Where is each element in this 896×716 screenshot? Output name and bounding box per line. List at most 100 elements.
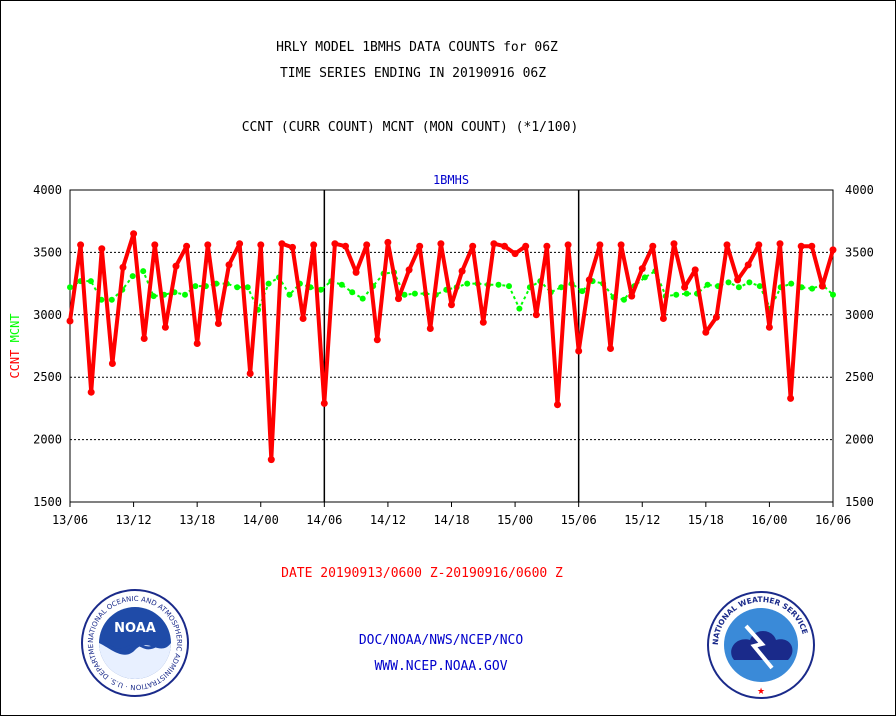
data-point-mcnt bbox=[234, 284, 241, 291]
data-point-ccnt bbox=[352, 268, 360, 276]
data-point-mcnt bbox=[265, 280, 272, 287]
data-point-ccnt bbox=[501, 242, 508, 250]
data-point-ccnt bbox=[797, 242, 805, 250]
data-point-ccnt bbox=[776, 240, 784, 248]
y-tick-label-right: 1500 bbox=[845, 495, 874, 509]
data-point-mcnt bbox=[621, 296, 627, 303]
footer-date-range: DATE 20190913/0600 Z-20190916/0600 Z bbox=[281, 566, 563, 581]
data-point-mcnt bbox=[516, 305, 523, 312]
data-point-ccnt bbox=[659, 315, 667, 322]
data-point-ccnt bbox=[183, 242, 191, 250]
data-point-mcnt bbox=[735, 284, 742, 291]
data-point-ccnt bbox=[670, 240, 678, 248]
data-point-ccnt bbox=[416, 242, 424, 250]
data-point-ccnt bbox=[596, 241, 604, 249]
data-point-mcnt bbox=[192, 283, 199, 290]
data-point-ccnt bbox=[426, 325, 434, 332]
data-point-ccnt bbox=[649, 242, 657, 250]
data-point-ccnt bbox=[373, 336, 381, 344]
x-tick-label: 14/12 bbox=[370, 513, 406, 527]
plot-frame bbox=[69, 189, 834, 503]
x-tick-label: 14/06 bbox=[306, 513, 342, 527]
header-title-line2: TIME SERIES ENDING IN 20190916 06Z bbox=[279, 66, 547, 81]
x-tick-label: 16/00 bbox=[751, 513, 787, 527]
y-tick-label-right: 3000 bbox=[845, 308, 874, 322]
data-point-ccnt bbox=[723, 241, 731, 249]
data-point-mcnt bbox=[579, 288, 586, 295]
data-point-ccnt bbox=[161, 323, 169, 331]
data-point-ccnt bbox=[299, 315, 307, 322]
data-point-mcnt bbox=[464, 280, 471, 287]
header-title-line1: HRLY MODEL 1BMHS DATA COUNTS for 06Z bbox=[276, 40, 558, 55]
data-point-mcnt bbox=[746, 279, 753, 286]
data-point-ccnt bbox=[554, 401, 561, 409]
data-point-mcnt bbox=[411, 290, 418, 297]
data-point-ccnt bbox=[638, 265, 646, 273]
data-point-mcnt bbox=[558, 284, 565, 291]
data-point-ccnt bbox=[479, 318, 487, 326]
data-point-ccnt bbox=[214, 320, 222, 327]
data-point-ccnt bbox=[140, 335, 148, 342]
y-tick-label-right: 4000 bbox=[845, 183, 874, 197]
data-point-ccnt bbox=[490, 240, 498, 248]
data-point-ccnt bbox=[585, 276, 593, 284]
x-tick-label: 15/00 bbox=[497, 513, 533, 527]
noaa-logo-word: NOAA bbox=[114, 621, 156, 636]
y-axis-label: CCNT MCNT bbox=[8, 313, 22, 378]
data-point-ccnt bbox=[437, 240, 445, 248]
data-point-ccnt bbox=[246, 370, 254, 377]
data-point-mcnt bbox=[317, 286, 324, 293]
x-tick-label: 16/06 bbox=[815, 513, 851, 527]
plot-title: 1BMHS bbox=[433, 173, 469, 187]
data-point-ccnt bbox=[458, 267, 466, 275]
data-point-ccnt bbox=[787, 394, 795, 402]
data-point-mcnt bbox=[673, 291, 680, 298]
data-point-ccnt bbox=[342, 242, 349, 250]
y-axis-label-ccnt: CCNT bbox=[8, 350, 22, 379]
data-point-ccnt bbox=[267, 456, 275, 464]
y-tick-label-left: 3000 bbox=[33, 308, 62, 322]
data-point-ccnt bbox=[310, 241, 318, 249]
data-point-ccnt bbox=[448, 301, 455, 309]
data-point-ccnt bbox=[289, 243, 296, 251]
data-point-ccnt bbox=[66, 317, 74, 325]
y-tick-label-right: 3500 bbox=[845, 245, 874, 259]
nws-logo: NATIONAL WEATHER SERVICE ★ bbox=[707, 591, 815, 699]
data-point-ccnt bbox=[225, 261, 233, 269]
data-point-ccnt bbox=[818, 282, 826, 290]
data-point-ccnt bbox=[808, 242, 816, 250]
footer-org: DOC/NOAA/NWS/NCEP/NCO bbox=[358, 633, 524, 648]
data-point-ccnt bbox=[108, 360, 116, 367]
data-point-ccnt bbox=[320, 399, 328, 407]
data-point-ccnt bbox=[702, 328, 710, 336]
data-point-mcnt bbox=[641, 274, 648, 281]
svg-text:CCNT MCNT: CCNT MCNT bbox=[8, 313, 22, 378]
data-point-ccnt bbox=[628, 292, 636, 300]
data-point-ccnt bbox=[469, 242, 477, 250]
data-point-ccnt bbox=[744, 261, 752, 269]
data-point-ccnt bbox=[193, 340, 201, 347]
data-point-ccnt bbox=[829, 246, 837, 254]
data-point-ccnt bbox=[691, 266, 699, 274]
data-point-ccnt bbox=[331, 240, 339, 248]
data-point-mcnt bbox=[830, 291, 836, 298]
data-point-ccnt bbox=[575, 347, 583, 355]
data-point-ccnt bbox=[204, 241, 212, 249]
data-point-ccnt bbox=[384, 238, 392, 246]
x-tick-label: 14/18 bbox=[433, 513, 469, 527]
y-tick-label-left: 2000 bbox=[33, 433, 62, 447]
data-point-ccnt bbox=[617, 241, 625, 249]
data-point-ccnt bbox=[119, 263, 127, 271]
x-tick-label: 13/12 bbox=[116, 513, 152, 527]
data-point-ccnt bbox=[395, 295, 402, 303]
data-point-ccnt bbox=[363, 241, 371, 249]
data-point-mcnt bbox=[725, 279, 732, 286]
data-point-ccnt bbox=[607, 345, 614, 352]
data-point-ccnt bbox=[98, 245, 106, 253]
data-point-ccnt bbox=[151, 241, 159, 249]
y-tick-label-left: 3500 bbox=[33, 245, 62, 259]
x-tick-label: 14/00 bbox=[243, 513, 279, 527]
y-ticks: 1500 1500 2000 2000 2500 2500 3000 3000 3500 3500… bbox=[33, 183, 874, 509]
x-tick-label: 15/06 bbox=[561, 513, 597, 527]
data-point-mcnt bbox=[244, 284, 251, 291]
